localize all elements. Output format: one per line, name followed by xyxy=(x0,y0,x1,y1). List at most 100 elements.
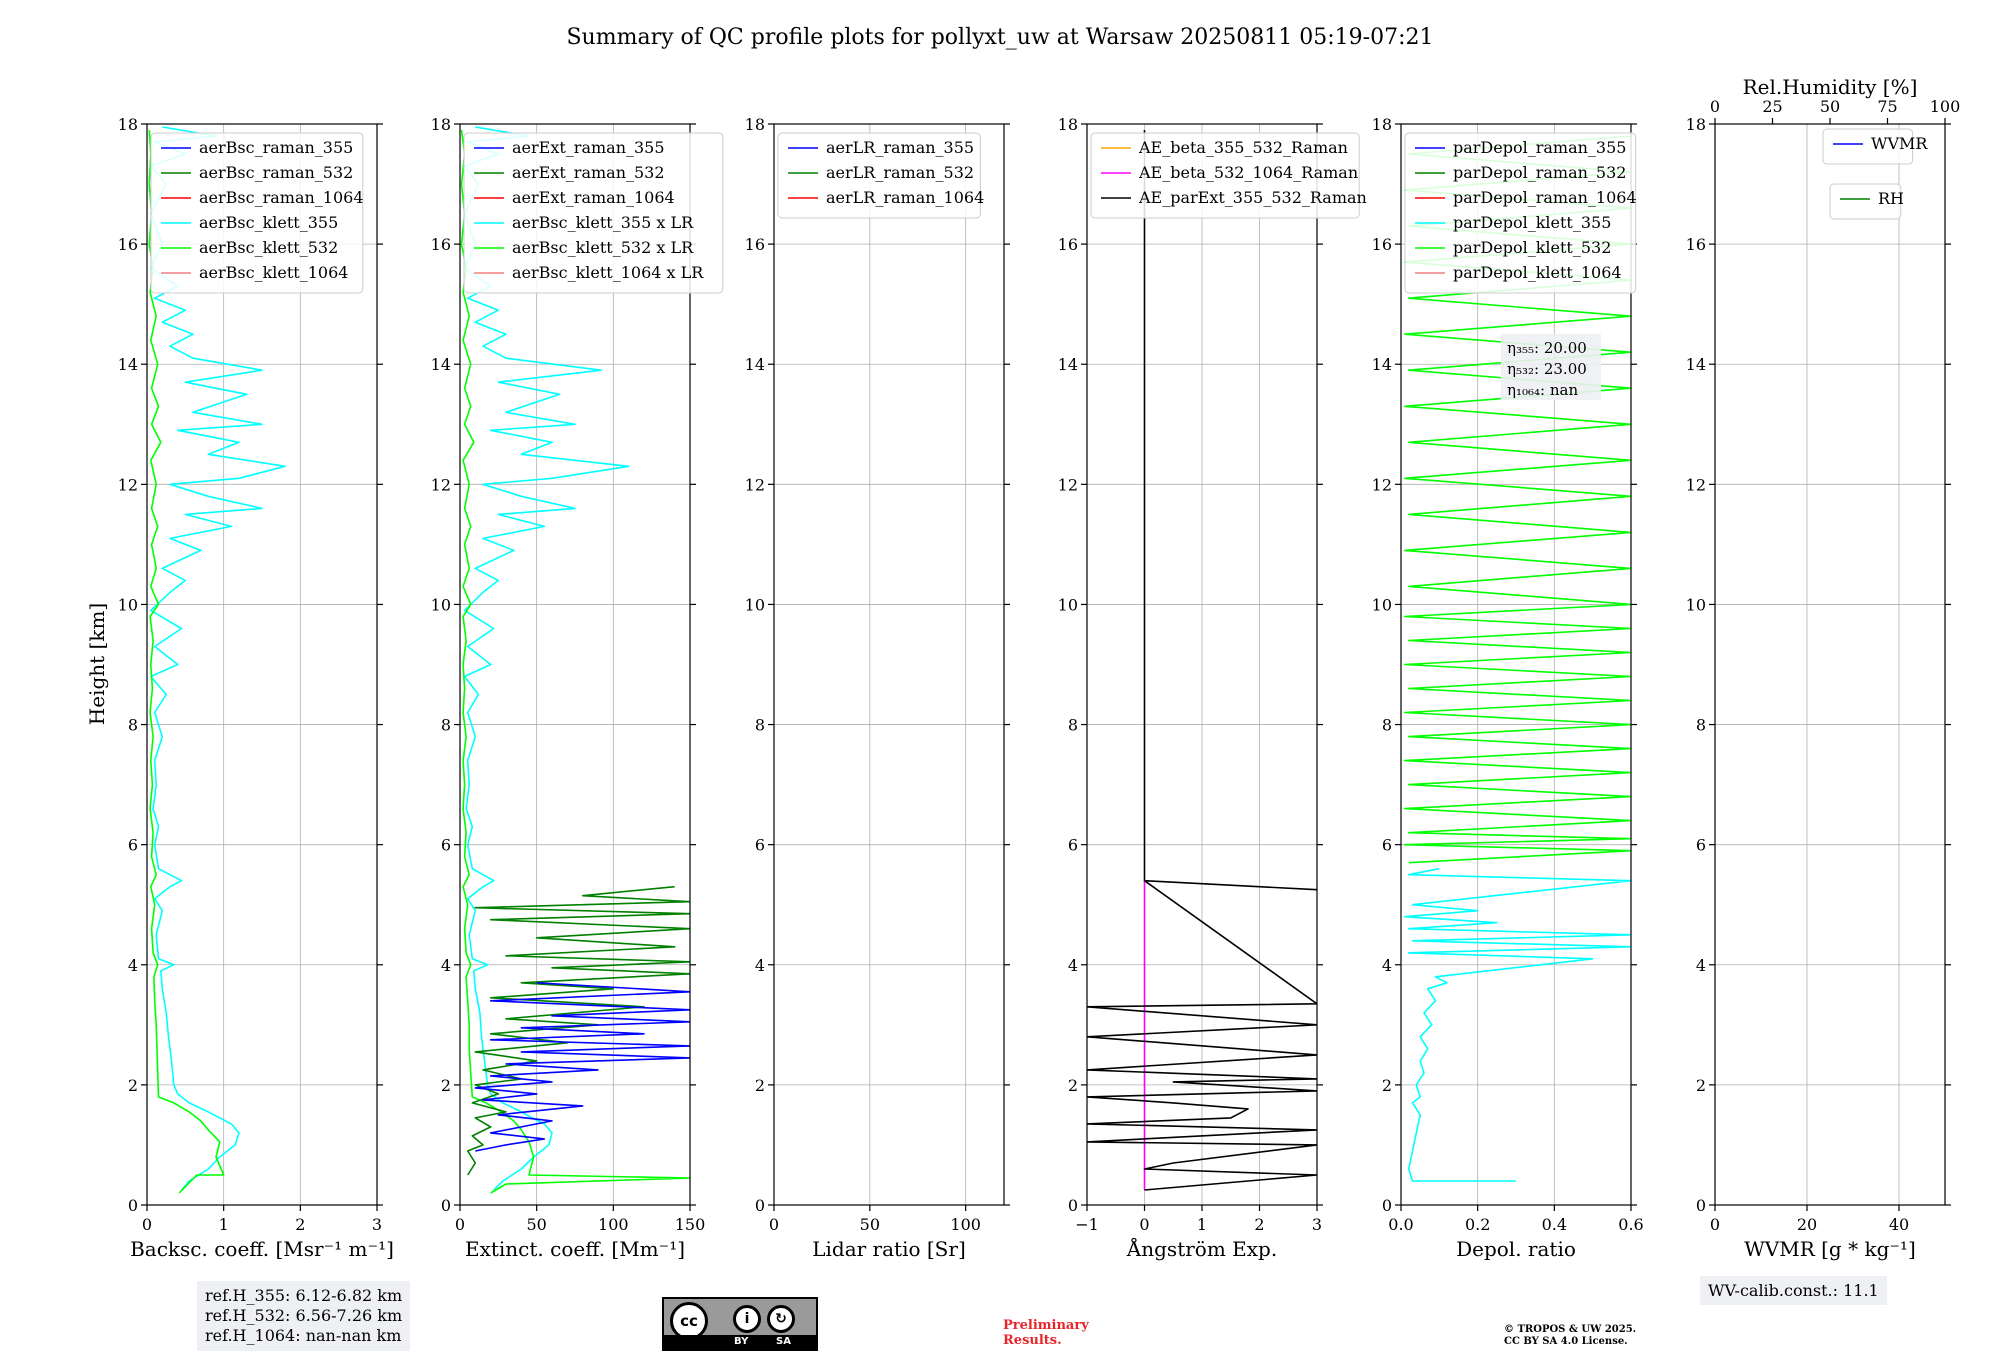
x-tick-label: 0.2 xyxy=(1465,1215,1490,1234)
legend-label: aerBsc_raman_355 xyxy=(199,138,353,157)
y-tick-label: 18 xyxy=(431,115,451,134)
ref-height-1064: ref.H_1064: nan-nan km xyxy=(205,1326,402,1345)
legend-box xyxy=(1090,132,1360,219)
series-aerBsc_klett_355 x LR xyxy=(463,126,630,1191)
legend-label: AE_beta_532_1064_Raman xyxy=(1138,163,1358,182)
y-tick-label: 8 xyxy=(1696,716,1706,735)
copyright-note: © TROPOS & UW 2025. CC BY SA 4.0 License… xyxy=(1504,1324,1704,1348)
top-x-tick-label: 100 xyxy=(1930,97,1961,116)
axes-frame xyxy=(146,123,378,1206)
top-x-tick-label: 50 xyxy=(1820,97,1840,116)
x-tick-label: 100 xyxy=(598,1215,629,1234)
sa-label: SA xyxy=(776,1336,791,1347)
x-tick-label: −1 xyxy=(1075,1215,1099,1234)
y-tick-label: 16 xyxy=(431,235,451,254)
y-tick-label: 14 xyxy=(1686,355,1706,374)
preliminary-note: Preliminary Results. xyxy=(1003,1318,1123,1348)
legend-label: aerLR_raman_532 xyxy=(826,163,974,182)
axes-frame xyxy=(773,123,1005,1206)
x-axis-label: Extinct. coeff. [Mm⁻¹] xyxy=(465,1237,685,1261)
legend-label: aerExt_raman_355 xyxy=(512,138,665,157)
y-tick-label: 6 xyxy=(128,836,138,855)
legend-label: aerBsc_klett_532 x LR xyxy=(512,238,694,257)
series-group xyxy=(460,126,690,1194)
eta-value: η₃₅₅: 20.00 xyxy=(1507,339,1587,357)
series-aerBsc_klett_355 xyxy=(150,126,286,1191)
y-tick-label: 18 xyxy=(1372,115,1392,134)
y-tick-label: 18 xyxy=(745,115,765,134)
top-axis-label: Rel.Humidity [%] xyxy=(1743,75,1918,99)
y-tick-label: 14 xyxy=(745,355,765,374)
y-tick-label: 16 xyxy=(1372,235,1392,254)
figure-title: Summary of QC profile plots for pollyxt_… xyxy=(566,25,1433,50)
x-tick-label: 0.4 xyxy=(1542,1215,1567,1234)
ref-height-532: ref.H_532: 6.56-7.26 km xyxy=(205,1306,403,1325)
y-tick-label: 6 xyxy=(1696,836,1706,855)
y-tick-label: 8 xyxy=(1068,716,1078,735)
legend-rh-label: RH xyxy=(1878,189,1904,208)
legend-label: aerLR_raman_355 xyxy=(826,138,974,157)
by-label: BY xyxy=(734,1336,749,1347)
legend-label: aerLR_raman_1064 xyxy=(826,188,984,207)
x-tick-label: 0 xyxy=(142,1215,152,1234)
x-axis-label: Lidar ratio [Sr] xyxy=(812,1237,966,1261)
y-tick-label: 10 xyxy=(1372,595,1392,614)
y-tick-label: 16 xyxy=(1686,235,1706,254)
series-aerExt_raman_355 xyxy=(474,982,690,1152)
badge-strip xyxy=(664,1335,816,1349)
legend-label: parDepol_klett_355 xyxy=(1453,213,1611,232)
legend-label: parDepol_klett_532 xyxy=(1453,238,1611,257)
y-tick-label: 12 xyxy=(431,475,451,494)
y-tick-label: 14 xyxy=(1372,355,1392,374)
y-tick-label: 2 xyxy=(128,1076,138,1095)
x-tick-label: 0.6 xyxy=(1618,1215,1643,1234)
series-aerBsc_klett_532 x LR xyxy=(460,129,690,1194)
y-tick-label: 8 xyxy=(1382,716,1392,735)
y-tick-label: 14 xyxy=(431,355,451,374)
y-tick-label: 8 xyxy=(128,716,138,735)
cc-icon: cc xyxy=(670,1302,708,1340)
x-tick-label: 2 xyxy=(1254,1215,1264,1234)
y-tick-label: 2 xyxy=(1068,1076,1078,1095)
x-tick-label: 40 xyxy=(1889,1215,1909,1234)
y-tick-label: 18 xyxy=(118,115,138,134)
preliminary-line-1: Preliminary xyxy=(1003,1318,1089,1333)
y-tick-label: 4 xyxy=(1382,956,1392,975)
series-aerExt_raman_532 xyxy=(466,885,690,1176)
x-tick-label: 1 xyxy=(1197,1215,1207,1234)
y-axis-label: Height [km] xyxy=(85,603,109,725)
x-tick-label: 0 xyxy=(1710,1215,1720,1234)
y-tick-label: 0 xyxy=(755,1196,765,1215)
legend-label: parDepol_raman_355 xyxy=(1453,138,1626,157)
x-axis-label: Depol. ratio xyxy=(1456,1237,1576,1261)
legend-label: parDepol_raman_532 xyxy=(1453,163,1626,182)
y-tick-label: 16 xyxy=(745,235,765,254)
x-tick-label: 50 xyxy=(860,1215,880,1234)
copyright-line-1: © TROPOS & UW 2025. xyxy=(1504,1324,1637,1335)
panel-lr: 0 2 4 6 8 10 12 14 16 18 0 50 100 Lidar ratio [Sr] aer… xyxy=(745,115,1010,1261)
y-tick-label: 12 xyxy=(118,475,138,494)
legend-label: parDepol_raman_1064 xyxy=(1453,188,1637,207)
x-tick-label: 0.0 xyxy=(1388,1215,1413,1234)
y-tick-label: 4 xyxy=(1068,956,1078,975)
top-x-tick-label: 25 xyxy=(1762,97,1782,116)
cc-license-badge[interactable]: cc i ↻ BY SA xyxy=(662,1297,818,1351)
legend-label: aerBsc_klett_1064 xyxy=(199,263,348,282)
y-tick-label: 0 xyxy=(1696,1196,1706,1215)
x-axis-label: Ångström Exp. xyxy=(1126,1236,1277,1261)
legend-label: AE_parExt_355_532_Raman xyxy=(1138,188,1367,207)
x-tick-label: 0 xyxy=(769,1215,779,1234)
y-tick-label: 0 xyxy=(1068,1196,1078,1215)
y-tick-label: 4 xyxy=(1696,956,1706,975)
y-tick-label: 18 xyxy=(1686,115,1706,134)
legend-label: aerBsc_klett_355 x LR xyxy=(512,213,694,232)
y-tick-label: 0 xyxy=(1382,1196,1392,1215)
eta-box xyxy=(1501,334,1601,400)
panel-depol: 0 2 4 6 8 10 12 14 16 18 0.0 0.2 0.4 0.6 Depol. ratio p… xyxy=(1372,115,1644,1261)
x-tick-label: 3 xyxy=(1312,1215,1322,1234)
panel-ext: 0 2 4 6 8 10 12 14 16 18 0 50 100 150 Extinct. coeff. … xyxy=(431,115,724,1261)
legend-box xyxy=(1404,132,1637,294)
legend-label: aerBsc_raman_1064 xyxy=(199,188,364,207)
